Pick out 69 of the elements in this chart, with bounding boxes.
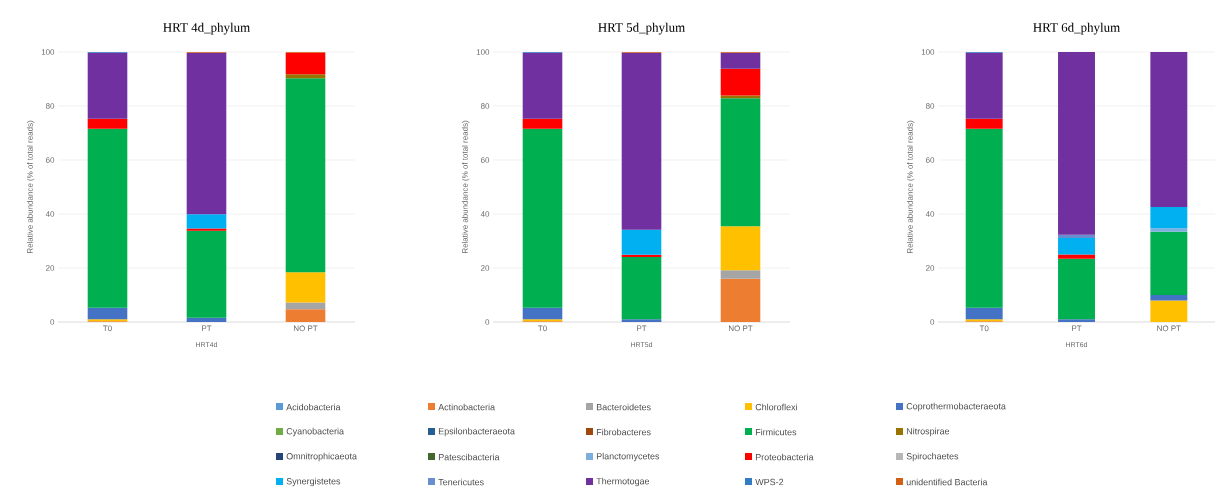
legend-label: Tenericutes: [438, 478, 484, 486]
bar: [1058, 238, 1095, 255]
legend-label: unidentified Bacteria: [906, 478, 988, 486]
bar: [1058, 234, 1095, 239]
bar: [186, 230, 227, 318]
bar: [1058, 319, 1095, 322]
bar: [621, 52, 662, 230]
bar: [522, 128, 563, 308]
bar: [965, 128, 1003, 308]
bar: [87, 118, 128, 129]
bar: [720, 52, 761, 69]
legend-label: Thermotogae: [596, 477, 650, 487]
bar: [1150, 231, 1188, 295]
bar: [1058, 254, 1095, 259]
legend-label: Fibrobacteres: [596, 428, 651, 436]
bar: [87, 52, 128, 119]
bar: [186, 317, 227, 322]
bar: [285, 78, 326, 273]
bar: [285, 52, 326, 75]
legend-label: Proteobacteria: [755, 453, 814, 461]
bar: [965, 307, 1003, 320]
bar: [1150, 300, 1188, 322]
bar: [186, 52, 227, 215]
legend-label: Acidobacteria: [286, 403, 341, 411]
chart-title: HRT 4d_phylum: [163, 22, 250, 35]
bar: [285, 309, 326, 322]
bar: [1150, 295, 1188, 301]
bar: [285, 272, 326, 303]
bar: [522, 52, 563, 119]
bar: [621, 256, 662, 320]
bar: [720, 95, 761, 99]
legend-label: Patescibacteria: [438, 453, 500, 461]
bar: [965, 52, 1003, 119]
chart-title: HRT 6d_phylum: [1033, 22, 1120, 35]
bar: [87, 307, 128, 320]
bar: [621, 319, 662, 322]
bar: [720, 226, 761, 271]
bar: [285, 74, 326, 79]
legend-label: Coprothermobacteraeota: [906, 402, 1006, 412]
legend-label: Actinobacteria: [438, 403, 496, 411]
legend-label: Epsilonbacteraeota: [438, 427, 515, 437]
bar: [965, 118, 1003, 129]
bar: [1058, 52, 1095, 235]
legend-label: Spirochaetes: [906, 452, 959, 462]
legend-label: Chloroflexi: [755, 403, 797, 411]
legend-label: Cyanobacteria: [286, 427, 345, 437]
legend-label: WPS-2: [755, 478, 784, 486]
bar: [621, 254, 662, 257]
legend-label: Planctomycetes: [596, 452, 660, 462]
bar: [720, 270, 761, 279]
bar: [720, 278, 761, 322]
legend-label: Firmicutes: [755, 428, 797, 436]
bar: [87, 128, 128, 308]
bar: [720, 98, 761, 227]
chart-title: HRT 5d_phylum: [598, 22, 685, 35]
bar: [522, 307, 563, 320]
bar: [186, 228, 227, 231]
legend-label: Bacteroidetes: [596, 403, 651, 411]
bar: [720, 68, 761, 96]
bar: [522, 118, 563, 129]
bar: [186, 214, 227, 229]
bar: [1150, 52, 1188, 207]
legend-label: Omnitrophicaeota: [286, 452, 357, 462]
legend-label: Synergistetes: [286, 477, 341, 487]
bar: [621, 229, 662, 255]
bar: [1058, 258, 1095, 320]
legend-label: Nitrospirae: [906, 427, 950, 437]
bar: [1150, 228, 1188, 232]
bar: [1150, 206, 1188, 229]
